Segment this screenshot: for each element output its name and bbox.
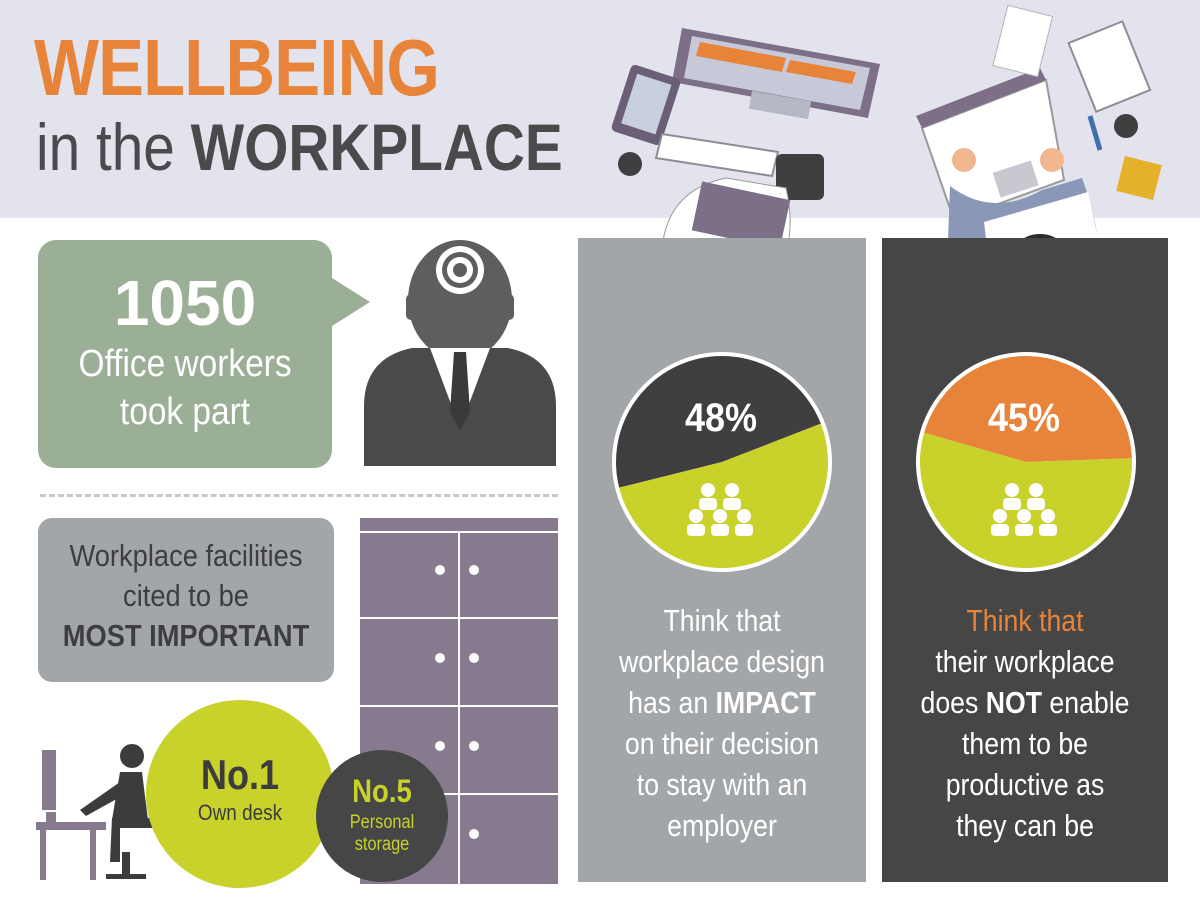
impact-caption-line5: to stay with an <box>636 767 808 802</box>
impact-caption-line6: employer <box>667 808 777 843</box>
mousepad <box>776 154 824 200</box>
impact-caption-line3a: has an <box>628 685 716 720</box>
tablet-icon <box>611 64 681 146</box>
productivity-caption-line1: Think that <box>966 603 1084 638</box>
rank1-title: No.1 <box>200 751 280 798</box>
section-divider <box>40 494 558 497</box>
participants-bubble <box>38 240 332 468</box>
rank5-label-line1: Personal <box>349 812 415 833</box>
impact-caption-line4: on their decision <box>624 726 820 761</box>
impact-percent: 48% <box>684 396 758 440</box>
productivity-pie-rest <box>920 432 1132 568</box>
participants-label-line1: Office workers <box>78 343 292 385</box>
monitor-icon <box>672 28 880 120</box>
productivity-caption-emphasis: NOT <box>985 685 1043 720</box>
impact-pie-chart <box>612 352 832 572</box>
impact-caption-line1: Think that <box>663 603 781 638</box>
title-prefix: in the <box>36 110 175 184</box>
businessman-icon <box>364 240 556 466</box>
productivity-caption-line3c: enable <box>1042 685 1130 720</box>
bubble-tail <box>332 278 370 326</box>
rank5-label-line2: storage <box>354 834 410 855</box>
impact-pie-slice <box>616 355 821 488</box>
productivity-caption: Think that their workplace does NOT enab… <box>902 600 1148 846</box>
locker-icon <box>360 531 558 884</box>
paper-icon <box>992 4 1054 78</box>
page-title-sub: in the WORKPLACE <box>36 112 563 182</box>
productivity-caption-line4: them to be <box>962 726 1088 761</box>
coffee-cup-icon <box>1114 114 1138 138</box>
desk-worker-icon <box>36 744 156 880</box>
rank5-circle <box>316 750 448 882</box>
rank5-title: No.5 <box>352 773 412 809</box>
productivity-caption-line2: their workplace <box>935 644 1115 679</box>
impact-caption-emphasis: IMPACT <box>715 685 816 720</box>
title-suffix: WORKPLACE <box>190 110 563 184</box>
impact-pie-rest <box>619 423 828 568</box>
facilities-line3: MOST IMPORTANT <box>62 618 310 653</box>
keyboard-icon <box>654 132 780 178</box>
participants-label: Office workers took part <box>56 340 315 436</box>
group-icon <box>991 483 1057 536</box>
notebook-icon <box>1067 20 1152 114</box>
rank1-circle <box>146 700 334 888</box>
productivity-caption-line3a: does <box>920 685 986 720</box>
group-icon <box>687 483 753 536</box>
rank5-label: Personal storage <box>325 812 439 856</box>
participants-label-line2: took part <box>119 391 251 433</box>
productivity-pie-chart <box>916 352 1136 572</box>
impact-caption-line3: has an IMPACT <box>598 682 846 723</box>
productivity-percent: 45% <box>987 396 1061 440</box>
facilities-line2: cited to be <box>123 578 249 613</box>
productivity-caption-line3: does NOT enable <box>902 682 1148 723</box>
facilities-box <box>38 518 334 682</box>
gear-icon <box>436 246 484 294</box>
rank1-label: Own desk <box>197 800 283 825</box>
laptop-icon <box>916 68 1066 222</box>
impact-caption: Think that workplace design has an IMPAC… <box>598 600 846 846</box>
facilities-heading: Workplace facilities cited to be MOST IM… <box>56 536 316 656</box>
facilities-line1: Workplace facilities <box>69 538 303 573</box>
participants-count: 1050 <box>113 267 257 339</box>
productivity-caption-line6: they can be <box>956 808 1094 843</box>
productivity-pie-slice <box>924 356 1132 462</box>
page-title-main: WELLBEING <box>34 23 440 112</box>
coffee-cup-icon <box>618 152 642 176</box>
productivity-caption-line5: productive as <box>945 767 1105 802</box>
impact-caption-line2: workplace design <box>619 644 825 679</box>
sticky-note-icon <box>1116 155 1162 201</box>
